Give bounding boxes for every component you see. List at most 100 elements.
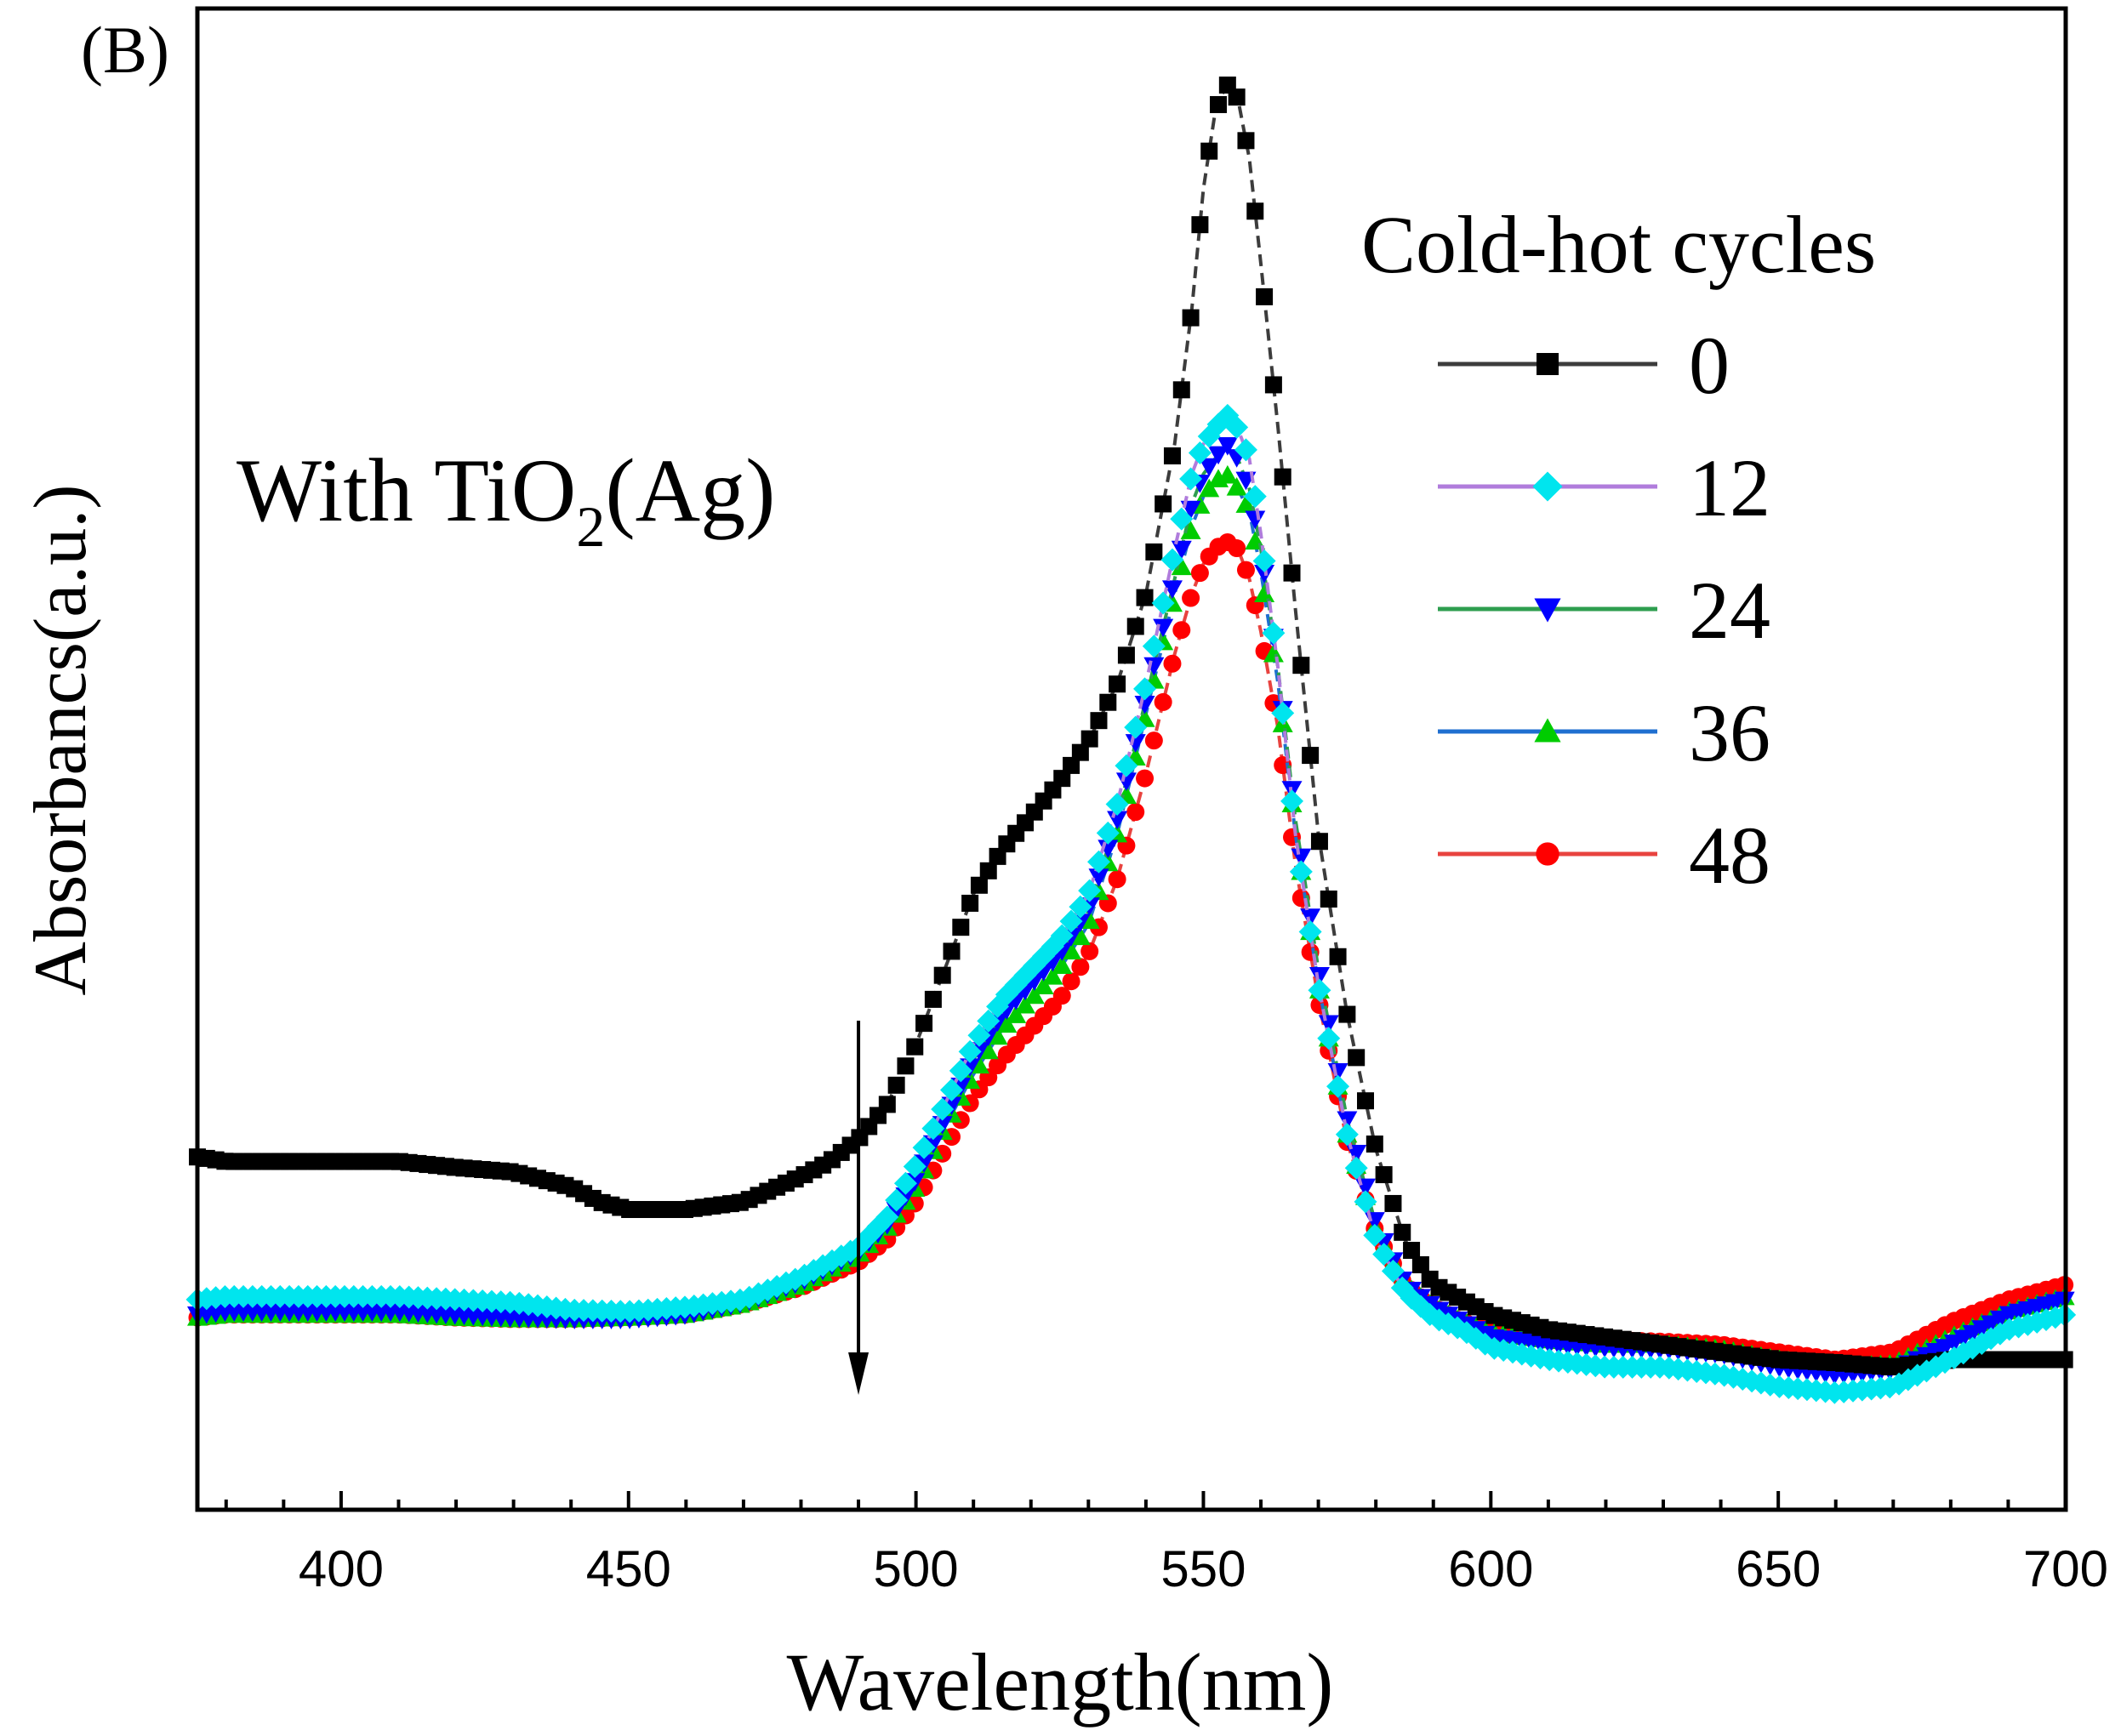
data-point (1264, 376, 1282, 394)
data-point (1042, 966, 1063, 985)
plot-frame (195, 6, 2068, 1512)
data-point (1124, 715, 1148, 739)
data-point (906, 1038, 924, 1056)
data-point (1062, 972, 1080, 991)
data-point (1126, 618, 1144, 635)
data-point (1354, 1190, 1377, 1214)
data-point (996, 1014, 1018, 1033)
panel-label: (B) (81, 13, 169, 87)
data-point (924, 990, 942, 1008)
data-point (1302, 747, 1320, 765)
data-point (1134, 695, 1155, 714)
data-point (1145, 543, 1163, 561)
legend-item-36: 36 (1438, 687, 1770, 778)
data-point (1115, 754, 1138, 777)
data-point (1348, 1049, 1366, 1067)
data-point (1144, 731, 1163, 750)
data-point (1217, 437, 1238, 456)
data-point (893, 1171, 917, 1195)
data-point (1337, 1111, 1358, 1130)
legend: Cold-hot cycles 0 12 24 36 48 (1361, 199, 1876, 901)
data-point (1344, 1156, 1368, 1180)
data-point (1061, 941, 1082, 960)
x-tick-label: 700 (2023, 1540, 2108, 1597)
data-point (1078, 879, 1102, 902)
data-point (903, 1155, 927, 1179)
data-point (1133, 677, 1157, 701)
x-tick-label: 600 (1448, 1540, 1533, 1597)
x-tick-label: 650 (1736, 1540, 1821, 1597)
data-point (1291, 848, 1312, 868)
legend-item-0: 0 (1438, 320, 1730, 411)
data-point (961, 894, 979, 912)
data-point (987, 1026, 1008, 1045)
data-point (887, 1076, 905, 1094)
data-point (1225, 415, 1249, 439)
data-point (1228, 88, 1246, 106)
data-point (1300, 908, 1321, 927)
series-36 (187, 464, 2075, 1375)
data-point (1363, 1223, 1387, 1247)
legend-label: 12 (1689, 442, 1770, 533)
legend-label: 24 (1689, 565, 1770, 656)
data-point (943, 942, 961, 960)
x-tick-label: 550 (1160, 1540, 1246, 1597)
legend-marker (1536, 842, 1559, 866)
data-point (1172, 621, 1191, 640)
data-point (875, 1205, 899, 1229)
data-point (1080, 942, 1099, 960)
data-point (1006, 1005, 1027, 1023)
data-point (1143, 657, 1165, 676)
series-12 (185, 403, 2077, 1404)
data-point (1210, 95, 1228, 113)
x-tick-label: 400 (299, 1540, 384, 1597)
data-point (1142, 635, 1166, 658)
data-point (878, 1096, 896, 1113)
data-point (1182, 589, 1200, 607)
data-point (1197, 424, 1221, 448)
data-point (1384, 1194, 1402, 1212)
data-point (1050, 924, 1074, 948)
data-point (977, 1009, 1001, 1033)
data-point (933, 966, 951, 984)
data-point (1117, 646, 1135, 664)
data-point (1115, 772, 1137, 791)
data-point (1059, 909, 1083, 933)
data-point (921, 1117, 945, 1141)
data-point (1191, 216, 1209, 234)
data-point (1403, 1242, 1421, 1260)
data-point (1052, 955, 1073, 974)
data-point (1263, 643, 1284, 663)
data-point (1161, 580, 1183, 599)
data-point (1308, 978, 1331, 1002)
data-point (1200, 142, 1218, 160)
data-point (979, 862, 997, 879)
data-point (1246, 202, 1264, 220)
data-point (958, 1039, 982, 1063)
data-point (1274, 468, 1291, 486)
data-point (1329, 948, 1347, 965)
data-point (1394, 1223, 1411, 1241)
data-point (1289, 860, 1313, 884)
arrow-annotation (848, 1021, 869, 1395)
data-point (1335, 1123, 1359, 1147)
data-point (1228, 539, 1246, 558)
data-point (1105, 792, 1129, 816)
data-point (1256, 287, 1274, 305)
x-tick-label: 450 (586, 1540, 671, 1597)
data-point (1136, 589, 1154, 606)
data-point (1071, 743, 1089, 761)
data-point (1014, 994, 1035, 1014)
data-point (1109, 675, 1126, 693)
data-point (1086, 850, 1110, 874)
data-point (1171, 540, 1192, 560)
data-point (1366, 1136, 1383, 1153)
data-point (1125, 734, 1146, 753)
data-point (1298, 919, 1322, 943)
data-point (1411, 1255, 1429, 1273)
data-point (949, 1059, 972, 1083)
data-point (1320, 890, 1337, 908)
data-point (1071, 958, 1090, 976)
legend-item-12: 12 (1438, 442, 1770, 533)
data-point (1252, 549, 1276, 573)
